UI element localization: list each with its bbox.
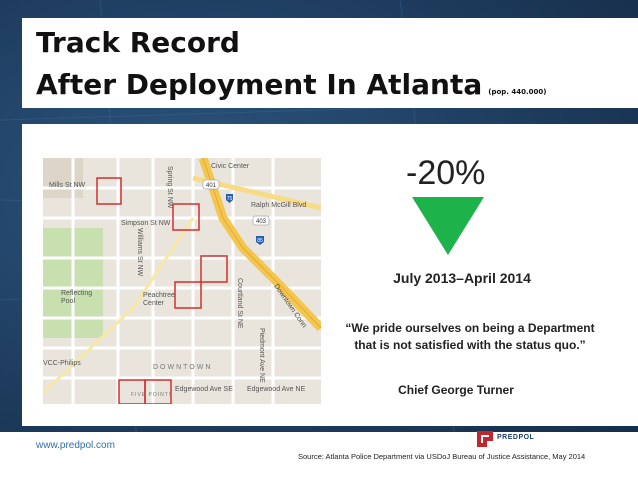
map-label-mills: Mills St NW [49,182,86,189]
map-label-peachtree: Peachtree Center [143,292,175,307]
hotspot-square [200,255,228,283]
map-label-civic-center: Civic Center [211,163,250,170]
map-label-williams: Williams St NW [136,228,143,277]
hotspot-square [172,203,200,231]
slide-title: Track Record [36,26,240,59]
footer-panel [0,432,638,478]
title-panel: Track Record After Deployment In Atlanta… [22,18,638,108]
crime-reduction-stat: -20% [406,154,486,192]
atlanta-map: 401 403 75 85 Civic Center Mills St NW S… [43,158,321,404]
footer-source: Source: Atlanta Police Department via US… [298,452,586,461]
footer-url[interactable]: www.predpol.com [36,440,115,451]
down-arrow-icon [412,197,484,255]
map-label-downtown: DOWNTOWN [153,364,213,371]
map-label-vcc: VCC-Philips [43,360,81,367]
highway-85-label: 85 [257,238,263,244]
predpol-logo-icon [477,431,493,447]
hotspot-square [144,379,172,404]
map-label-edgewood-se: Edgewood Ave SE [175,386,233,393]
map-label-five-points: FIVE POINTS [131,392,174,398]
population-note: (pop. 440.000) [488,88,547,96]
quote-attribution: Chief George Turner [398,383,514,397]
map-label-piedmont: Piedmont Ave NE [258,328,265,383]
highway-75-label: 75 [227,196,233,202]
map-label-simpson: Simpson St NW [121,220,171,227]
slide-subtitle: After Deployment In Atlanta (pop. 440.000… [36,68,547,101]
map-graphic: 401 403 75 85 [43,158,321,404]
predpol-logo-text: PREDPOL [497,433,535,441]
map-label-edgewood-ne: Edgewood Ave NE [247,386,306,393]
content-panel: 401 403 75 85 Civic Center Mills St NW S… [22,124,638,426]
hotspot-squares [96,177,228,404]
highway-401-label: 401 [206,183,217,189]
map-label-courtland: Courtland St NE [236,278,243,329]
hotspot-square [174,281,202,309]
date-range: July 2013–April 2014 [393,270,531,286]
hotspot-square [96,177,122,205]
highway-403-label: 403 [256,219,267,225]
map-label-reflecting-pool: Reflecting Pool [61,290,93,305]
map-label-spring: Spring St NW [166,166,173,209]
predpol-logo: PREDPOL [476,430,534,448]
map-label-ralph: Ralph McGill Blvd [251,202,307,209]
quote-text: “We pride ourselves on being a Departmen… [345,321,595,352]
